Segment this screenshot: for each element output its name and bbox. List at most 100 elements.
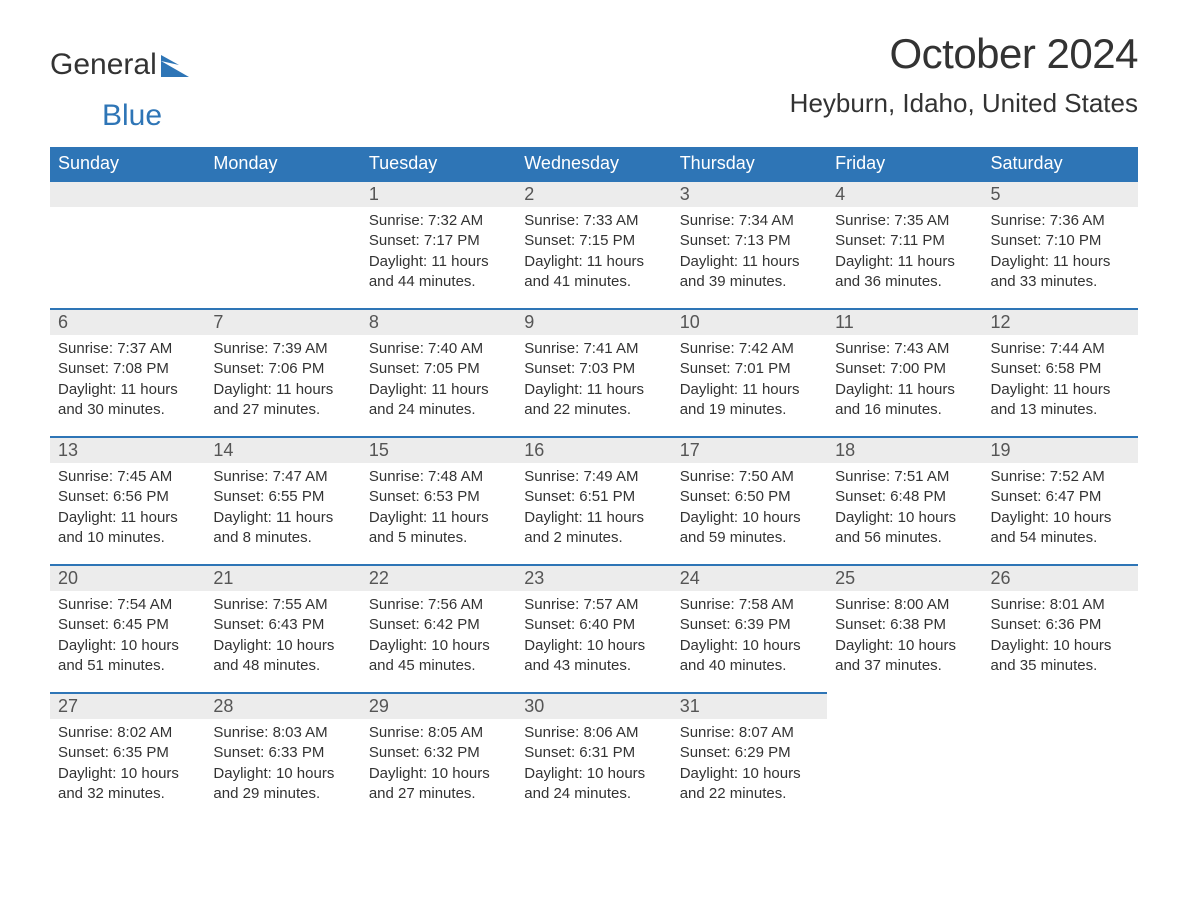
calendar-cell: 6Sunrise: 7:37 AMSunset: 7:08 PMDaylight… xyxy=(50,308,205,436)
day-number: 1 xyxy=(361,180,516,207)
sunset-line: Sunset: 6:56 PM xyxy=(58,487,197,507)
brand-word1: General xyxy=(50,48,157,82)
calendar-cell: 30Sunrise: 8:06 AMSunset: 6:31 PMDayligh… xyxy=(516,692,671,820)
day-body: Sunrise: 7:48 AMSunset: 6:53 PMDaylight:… xyxy=(361,463,516,556)
sunrise-line: Sunrise: 7:32 AM xyxy=(369,211,508,231)
day-body: Sunrise: 7:57 AMSunset: 6:40 PMDaylight:… xyxy=(516,591,671,684)
daylight-line: Daylight: 10 hours and 59 minutes. xyxy=(680,508,819,549)
sunrise-line: Sunrise: 7:57 AM xyxy=(524,595,663,615)
calendar-cell: 7Sunrise: 7:39 AMSunset: 7:06 PMDaylight… xyxy=(205,308,360,436)
day-number: 3 xyxy=(672,180,827,207)
day-body: Sunrise: 7:51 AMSunset: 6:48 PMDaylight:… xyxy=(827,463,982,556)
day-body: Sunrise: 7:52 AMSunset: 6:47 PMDaylight:… xyxy=(983,463,1138,556)
daylight-line: Daylight: 10 hours and 40 minutes. xyxy=(680,636,819,677)
day-number: 2 xyxy=(516,180,671,207)
daylight-line: Daylight: 10 hours and 54 minutes. xyxy=(991,508,1130,549)
sunset-line: Sunset: 6:29 PM xyxy=(680,743,819,763)
day-number: 12 xyxy=(983,308,1138,335)
calendar-cell: 20Sunrise: 7:54 AMSunset: 6:45 PMDayligh… xyxy=(50,564,205,692)
calendar-body: 1Sunrise: 7:32 AMSunset: 7:17 PMDaylight… xyxy=(50,180,1138,820)
sunrise-line: Sunrise: 8:06 AM xyxy=(524,723,663,743)
day-header: Sunday xyxy=(50,147,205,180)
calendar-cell: 28Sunrise: 8:03 AMSunset: 6:33 PMDayligh… xyxy=(205,692,360,820)
day-header: Wednesday xyxy=(516,147,671,180)
sunrise-line: Sunrise: 7:41 AM xyxy=(524,339,663,359)
calendar-cell: 14Sunrise: 7:47 AMSunset: 6:55 PMDayligh… xyxy=(205,436,360,564)
sunset-line: Sunset: 6:47 PM xyxy=(991,487,1130,507)
day-body: Sunrise: 7:36 AMSunset: 7:10 PMDaylight:… xyxy=(983,207,1138,300)
calendar-week: 6Sunrise: 7:37 AMSunset: 7:08 PMDaylight… xyxy=(50,308,1138,436)
sunset-line: Sunset: 6:43 PM xyxy=(213,615,352,635)
sunset-line: Sunset: 7:05 PM xyxy=(369,359,508,379)
sunset-line: Sunset: 7:03 PM xyxy=(524,359,663,379)
daylight-line: Daylight: 11 hours and 33 minutes. xyxy=(991,252,1130,293)
sunset-line: Sunset: 7:13 PM xyxy=(680,231,819,251)
calendar-head: SundayMondayTuesdayWednesdayThursdayFrid… xyxy=(50,147,1138,180)
day-body: Sunrise: 7:44 AMSunset: 6:58 PMDaylight:… xyxy=(983,335,1138,428)
sunset-line: Sunset: 6:40 PM xyxy=(524,615,663,635)
calendar-cell: 15Sunrise: 7:48 AMSunset: 6:53 PMDayligh… xyxy=(361,436,516,564)
day-body: Sunrise: 7:35 AMSunset: 7:11 PMDaylight:… xyxy=(827,207,982,300)
calendar-cell: 10Sunrise: 7:42 AMSunset: 7:01 PMDayligh… xyxy=(672,308,827,436)
calendar-cell: 22Sunrise: 7:56 AMSunset: 6:42 PMDayligh… xyxy=(361,564,516,692)
calendar-cell: 18Sunrise: 7:51 AMSunset: 6:48 PMDayligh… xyxy=(827,436,982,564)
day-body: Sunrise: 7:43 AMSunset: 7:00 PMDaylight:… xyxy=(827,335,982,428)
day-number: 22 xyxy=(361,564,516,591)
day-number: 15 xyxy=(361,436,516,463)
sunrise-line: Sunrise: 7:34 AM xyxy=(680,211,819,231)
calendar-cell: 16Sunrise: 7:49 AMSunset: 6:51 PMDayligh… xyxy=(516,436,671,564)
day-number: 27 xyxy=(50,692,205,719)
sunrise-line: Sunrise: 7:51 AM xyxy=(835,467,974,487)
day-number: 25 xyxy=(827,564,982,591)
sunrise-line: Sunrise: 8:02 AM xyxy=(58,723,197,743)
daylight-line: Daylight: 10 hours and 22 minutes. xyxy=(680,764,819,805)
calendar-week: 20Sunrise: 7:54 AMSunset: 6:45 PMDayligh… xyxy=(50,564,1138,692)
day-body: Sunrise: 7:45 AMSunset: 6:56 PMDaylight:… xyxy=(50,463,205,556)
daylight-line: Daylight: 11 hours and 8 minutes. xyxy=(213,508,352,549)
day-body: Sunrise: 7:54 AMSunset: 6:45 PMDaylight:… xyxy=(50,591,205,684)
sunrise-line: Sunrise: 7:36 AM xyxy=(991,211,1130,231)
title-block: October 2024 Heyburn, Idaho, United Stat… xyxy=(790,30,1138,119)
sunset-line: Sunset: 6:36 PM xyxy=(991,615,1130,635)
day-number: 5 xyxy=(983,180,1138,207)
brand-logo: General xyxy=(50,30,189,82)
daylight-line: Daylight: 11 hours and 30 minutes. xyxy=(58,380,197,421)
sunrise-line: Sunrise: 7:54 AM xyxy=(58,595,197,615)
day-number: 8 xyxy=(361,308,516,335)
day-body: Sunrise: 8:07 AMSunset: 6:29 PMDaylight:… xyxy=(672,719,827,812)
daylight-line: Daylight: 11 hours and 44 minutes. xyxy=(369,252,508,293)
daylight-line: Daylight: 11 hours and 16 minutes. xyxy=(835,380,974,421)
daylight-line: Daylight: 10 hours and 45 minutes. xyxy=(369,636,508,677)
sunset-line: Sunset: 6:55 PM xyxy=(213,487,352,507)
calendar-cell: 24Sunrise: 7:58 AMSunset: 6:39 PMDayligh… xyxy=(672,564,827,692)
sunset-line: Sunset: 6:50 PM xyxy=(680,487,819,507)
sunset-line: Sunset: 6:58 PM xyxy=(991,359,1130,379)
day-body: Sunrise: 7:58 AMSunset: 6:39 PMDaylight:… xyxy=(672,591,827,684)
day-number: 18 xyxy=(827,436,982,463)
calendar-cell: 13Sunrise: 7:45 AMSunset: 6:56 PMDayligh… xyxy=(50,436,205,564)
sunrise-line: Sunrise: 7:52 AM xyxy=(991,467,1130,487)
sunset-line: Sunset: 7:06 PM xyxy=(213,359,352,379)
day-body: Sunrise: 7:37 AMSunset: 7:08 PMDaylight:… xyxy=(50,335,205,428)
brand-flag-icon xyxy=(161,55,189,77)
day-body: Sunrise: 8:01 AMSunset: 6:36 PMDaylight:… xyxy=(983,591,1138,684)
sunrise-line: Sunrise: 7:33 AM xyxy=(524,211,663,231)
day-number: 21 xyxy=(205,564,360,591)
sunset-line: Sunset: 6:39 PM xyxy=(680,615,819,635)
sunset-line: Sunset: 7:10 PM xyxy=(991,231,1130,251)
sunset-line: Sunset: 6:38 PM xyxy=(835,615,974,635)
sunset-line: Sunset: 6:31 PM xyxy=(524,743,663,763)
sunrise-line: Sunrise: 7:50 AM xyxy=(680,467,819,487)
sunrise-line: Sunrise: 7:45 AM xyxy=(58,467,197,487)
daylight-line: Daylight: 10 hours and 51 minutes. xyxy=(58,636,197,677)
sunrise-line: Sunrise: 7:43 AM xyxy=(835,339,974,359)
sunrise-line: Sunrise: 7:42 AM xyxy=(680,339,819,359)
daylight-line: Daylight: 10 hours and 35 minutes. xyxy=(991,636,1130,677)
calendar-week: 13Sunrise: 7:45 AMSunset: 6:56 PMDayligh… xyxy=(50,436,1138,564)
calendar-week: 27Sunrise: 8:02 AMSunset: 6:35 PMDayligh… xyxy=(50,692,1138,820)
calendar-cell: 9Sunrise: 7:41 AMSunset: 7:03 PMDaylight… xyxy=(516,308,671,436)
sunset-line: Sunset: 7:00 PM xyxy=(835,359,974,379)
sunset-line: Sunset: 6:42 PM xyxy=(369,615,508,635)
calendar-cell: 12Sunrise: 7:44 AMSunset: 6:58 PMDayligh… xyxy=(983,308,1138,436)
day-body: Sunrise: 7:32 AMSunset: 7:17 PMDaylight:… xyxy=(361,207,516,300)
